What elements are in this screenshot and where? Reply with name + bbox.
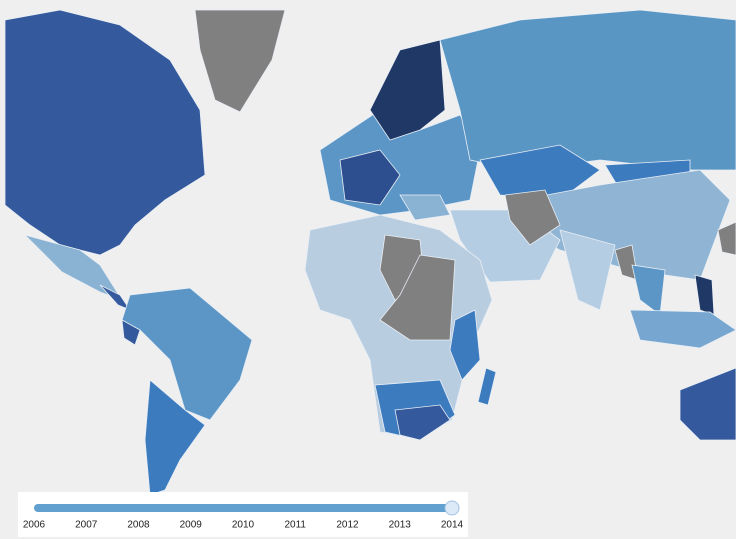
slider-track[interactable] — [34, 504, 452, 512]
slider-ticks: 2006 2007 2008 2009 2010 2011 2012 2013 2014 — [23, 520, 464, 531]
slider-tick-label[interactable]: 2010 — [232, 520, 255, 531]
scandinavia — [369, 39, 446, 141]
ecuador — [121, 319, 141, 346]
balkans — [399, 194, 451, 221]
canada-usa — [4, 9, 206, 256]
slider-tick-label[interactable]: 2006 — [23, 520, 46, 531]
iran-afghanistan — [504, 189, 561, 246]
slider-tick-label[interactable]: 2009 — [180, 520, 203, 531]
south-africa — [394, 404, 451, 441]
slider-tick-label[interactable]: 2014 — [441, 520, 464, 531]
greenland — [194, 9, 286, 113]
australia — [679, 367, 736, 441]
japan — [717, 221, 736, 256]
russia — [439, 9, 736, 171]
slider-panel — [18, 492, 468, 537]
central-africa-gray — [379, 254, 456, 341]
madagascar — [477, 367, 497, 406]
slider-tick-label[interactable]: 2012 — [336, 520, 359, 531]
slider-tick-label[interactable]: 2007 — [75, 520, 98, 531]
slider-handle[interactable] — [444, 500, 460, 516]
slider-tick-label[interactable]: 2013 — [389, 520, 412, 531]
kazakhstan — [479, 144, 601, 201]
east-africa — [449, 309, 481, 381]
india — [559, 229, 616, 311]
slider-tick-label[interactable]: 2008 — [127, 520, 150, 531]
indonesia — [629, 309, 736, 349]
slider-tick-label[interactable]: 2011 — [284, 520, 306, 531]
western-europe — [339, 149, 401, 206]
argentina-chile — [144, 379, 206, 496]
